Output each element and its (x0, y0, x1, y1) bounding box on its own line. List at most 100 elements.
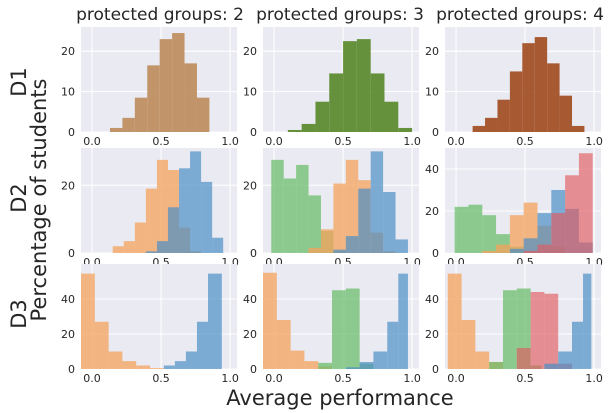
x-tick-label-1: 0.5 (152, 372, 170, 385)
bar-s2-b1 (163, 365, 175, 369)
y-tick-label-1: 20 (425, 205, 439, 218)
y-tick-label-2: 40 (61, 293, 75, 306)
bar-s1-b6 (534, 37, 548, 132)
y-tick-label-2: 20 (425, 45, 439, 58)
bar-s2-b1 (308, 247, 321, 253)
bar-s1-b7 (370, 73, 385, 132)
bar-s2-b3 (333, 183, 346, 253)
y-tick-label-0: 0 (432, 247, 439, 260)
bar-s4-b1 (544, 363, 559, 369)
x-tick-label-2: 1.0 (585, 135, 603, 148)
panel-r3-c2: 0 20 40 0.0 0.5 1.0 (243, 264, 421, 385)
x-tick-label-1: 0.5 (516, 372, 534, 385)
y-axis-title: Percentage of students (27, 79, 51, 322)
bar-s2-b3 (167, 207, 180, 253)
bar-s1-b4 (308, 195, 321, 253)
bar-s3-b4 (387, 321, 399, 369)
bar-s3-b3 (373, 351, 388, 369)
column-title-2: protected groups: 3 (256, 5, 424, 25)
y-tick-label-1: 10 (61, 86, 75, 99)
bar-s2-b4 (196, 321, 209, 369)
bar-s3-b1 (333, 249, 346, 253)
bar-s1-b7 (184, 63, 197, 132)
bar-s1-b2 (461, 320, 476, 369)
bar-s1-b4 (509, 71, 523, 132)
x-tick-label-0: 0.0 (265, 372, 283, 385)
bar-s1-b4 (304, 361, 319, 369)
y-tick-label-2: 20 (61, 45, 75, 58)
bar-s3-b1 (509, 248, 524, 253)
bar-s1-b6 (150, 368, 164, 369)
bar-s4-b4 (565, 175, 579, 253)
bar-s1-b1 (112, 246, 124, 253)
panel-r1-c3: 0 10 20 0.0 0.5 1.0 (425, 27, 603, 148)
panel-r1-c2: 0 10 20 0.0 0.5 1.0 (243, 27, 421, 148)
bar-s2-b1 (489, 362, 503, 369)
bar-s3-b1 (345, 367, 360, 369)
y-tick-label-0: 0 (68, 126, 75, 139)
bar-s2-b2 (502, 290, 517, 369)
bar-s1-b2 (485, 117, 498, 132)
bar-s1-b5 (159, 39, 173, 132)
x-tick-label-2: 1.0 (585, 372, 603, 385)
bar-s2-b2 (320, 229, 334, 253)
bar-s1-b1 (454, 206, 469, 253)
bar-s4-b3 (572, 321, 584, 369)
bar-s1-b6 (356, 39, 371, 132)
bar-s3-b3 (358, 188, 371, 253)
y-tick-label-1: 20 (243, 179, 257, 192)
x-tick-label-2: 1.0 (403, 135, 421, 148)
y-tick-label-1: 20 (425, 328, 439, 341)
bar-s4-b5 (578, 153, 593, 253)
row-label-d3: D3 (7, 299, 31, 329)
bar-s1-b8 (559, 95, 573, 132)
bar-s1-b9 (398, 127, 413, 132)
bar-s2-b3 (185, 351, 197, 369)
bar-s1-b2 (301, 123, 316, 132)
bar-s1-b3 (475, 351, 490, 369)
y-tick-label-1: 20 (243, 328, 257, 341)
bar-s1-b5 (156, 159, 168, 253)
y-tick-label-2: 40 (425, 293, 439, 306)
bar-s3-b2 (530, 292, 545, 369)
y-tick-label-1: 10 (243, 86, 257, 99)
bar-s2-b2 (156, 241, 168, 253)
bar-s1-b2 (94, 321, 109, 369)
bar-s1-b4 (122, 361, 137, 369)
x-tick-label-1: 0.5 (334, 372, 352, 385)
panel-r3-c3: 0 20 40 0.0 0.5 1.0 (425, 264, 603, 385)
x-tick-label-0: 0.0 (447, 135, 465, 148)
bar-s4-b2 (537, 244, 552, 253)
bar-s3-b4 (370, 151, 384, 253)
y-tick-label-2: 40 (243, 293, 257, 306)
bar-s2-b5 (190, 151, 202, 253)
y-tick-label-1: 10 (425, 86, 439, 99)
bar-s3-b2 (523, 238, 538, 253)
bar-s2-b7 (212, 237, 224, 253)
bar-s1-b8 (196, 97, 210, 132)
bar-s1-b3 (482, 215, 497, 253)
column-titles: protected groups: 2 protected groups: 3 … (76, 5, 604, 25)
bar-s3-b6 (395, 239, 408, 253)
bar-s2-b4 (179, 168, 191, 253)
bar-s1-b1 (81, 273, 95, 369)
y-tick-label-2: 40 (425, 163, 439, 176)
column-title-3: protected groups: 4 (436, 5, 604, 25)
bar-s1-b3 (134, 222, 146, 253)
bar-s2-b6 (201, 181, 213, 253)
bar-s1-b3 (497, 99, 510, 132)
bar-s2-b1 (318, 362, 333, 369)
bar-s1-b2 (123, 241, 135, 253)
y-tick-label-0: 0 (68, 363, 75, 376)
panel-r3-c1: 0 20 40 0.0 0.5 1.0 (61, 264, 239, 385)
bar-s2-b2 (496, 244, 510, 253)
bar-s3-b5 (383, 192, 396, 253)
bar-s4-b2 (558, 351, 573, 369)
y-tick-label-0: 0 (432, 363, 439, 376)
bar-s2-b5 (208, 273, 222, 369)
bar-s1-b3 (134, 97, 148, 132)
x-tick-label-0: 0.0 (447, 372, 465, 385)
y-tick-label-0: 0 (250, 247, 257, 260)
